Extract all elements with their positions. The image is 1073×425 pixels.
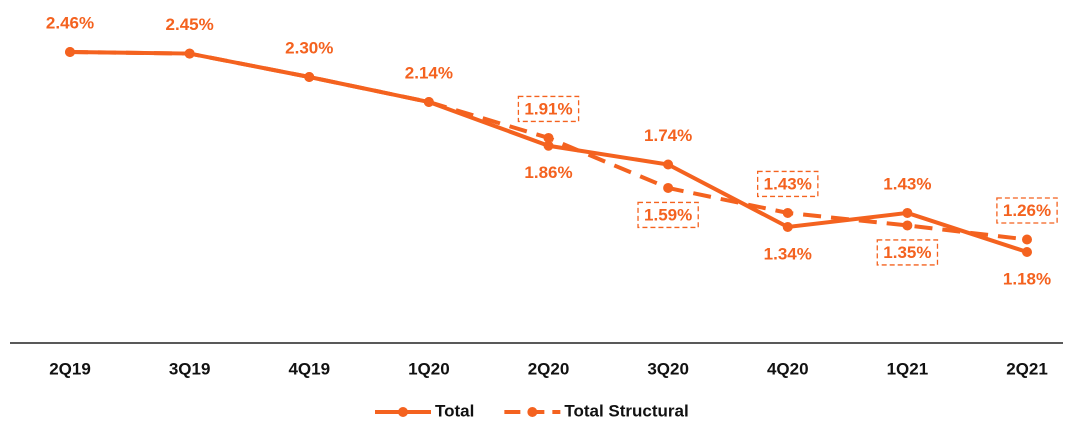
x-tick-label: 4Q19 xyxy=(288,359,330,378)
point xyxy=(1022,247,1032,257)
point xyxy=(65,47,75,57)
data-label: 1.34% xyxy=(764,244,812,263)
label-box xyxy=(637,201,699,229)
point xyxy=(543,140,554,151)
data-label: 2.14% xyxy=(405,63,453,82)
point xyxy=(423,97,434,107)
data-label: 1.86% xyxy=(524,163,572,182)
x-tick-label: 2Q19 xyxy=(49,359,91,378)
data-label: 1.91% xyxy=(524,99,572,118)
legend-marker xyxy=(527,407,538,417)
x-tick-label: 1Q21 xyxy=(887,359,929,378)
x-tick-label: 2Q20 xyxy=(528,359,570,378)
label-box xyxy=(996,197,1058,224)
data-label: 1.26% xyxy=(1003,201,1051,220)
legend-label: Total Structural xyxy=(564,401,688,420)
label-box xyxy=(756,170,819,198)
point xyxy=(184,48,195,59)
point xyxy=(663,182,674,193)
point xyxy=(543,132,554,143)
data-label: 2.30% xyxy=(285,38,333,57)
legend-marker xyxy=(398,407,408,417)
data-label: 1.43% xyxy=(764,174,812,193)
point xyxy=(902,220,913,231)
x-tick-label: 3Q20 xyxy=(647,359,689,378)
point xyxy=(304,72,315,82)
point xyxy=(782,222,793,232)
data-label: 2.46% xyxy=(46,13,94,32)
line xyxy=(69,50,1028,254)
point xyxy=(663,159,674,170)
data-label: 1.35% xyxy=(883,243,931,262)
label-box xyxy=(876,239,939,266)
label-box xyxy=(517,95,580,123)
data-label: 1.74% xyxy=(644,126,692,145)
point xyxy=(782,207,793,218)
legend-label: Total xyxy=(435,401,474,420)
x-tick-label: 1Q20 xyxy=(408,359,450,378)
point xyxy=(1022,234,1032,245)
data-label: 1.18% xyxy=(1003,269,1051,288)
data-label: 2.45% xyxy=(166,15,214,34)
x-tick-label: 2Q21 xyxy=(1006,359,1048,378)
data-label: 1.59% xyxy=(644,205,692,224)
point xyxy=(902,207,913,218)
data-label: 1.43% xyxy=(883,174,931,193)
x-tick-label: 4Q20 xyxy=(767,359,809,378)
x-tick-label: 3Q19 xyxy=(169,359,211,378)
